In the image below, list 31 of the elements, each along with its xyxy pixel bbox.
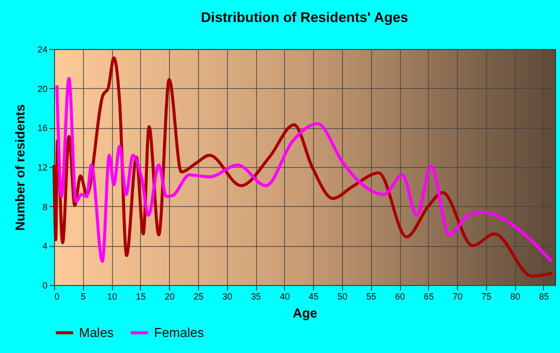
x-tick-label: 60 — [395, 292, 406, 302]
y-tick-label: 4 — [42, 241, 48, 252]
y-tick-label: 24 — [37, 44, 48, 54]
x-tick-label: 10 — [107, 292, 118, 302]
y-tick-label: 0 — [42, 280, 48, 290]
line-series — [55, 77, 554, 263]
x-tick-label: 80 — [510, 292, 520, 302]
x-tick-label: 65 — [424, 292, 434, 302]
y-tick-label: 16 — [37, 123, 48, 134]
x-tick-label: 55 — [366, 292, 376, 302]
y-tick-label: 12 — [37, 162, 48, 172]
x-tick-label: 35 — [251, 292, 262, 302]
x-axis-title: Age — [292, 306, 318, 320]
x-tick-label: 0 — [54, 292, 60, 302]
chart-title: Distribution of Residents' Ages — [200, 9, 408, 25]
legend-label: Females — [154, 324, 204, 340]
x-tick-label: 30 — [222, 292, 232, 302]
x-tick-label: 85 — [538, 292, 549, 302]
x-tick-label: 15 — [136, 292, 146, 302]
legend-label: Males — [79, 324, 114, 340]
x-tick-label: 75 — [481, 292, 492, 302]
y-tick-label: 8 — [42, 202, 48, 212]
x-tick-label: 40 — [280, 292, 290, 302]
x-tick-label: 5 — [80, 292, 86, 302]
x-tick-label: 25 — [193, 292, 204, 302]
x-tick-label: 70 — [452, 292, 463, 302]
y-axis-title: Number of residents — [12, 104, 28, 231]
x-tick-label: 20 — [164, 292, 175, 302]
y-tick-label: 20 — [37, 84, 48, 94]
x-tick-label: 45 — [308, 292, 319, 302]
x-tick-label: 50 — [337, 292, 348, 302]
